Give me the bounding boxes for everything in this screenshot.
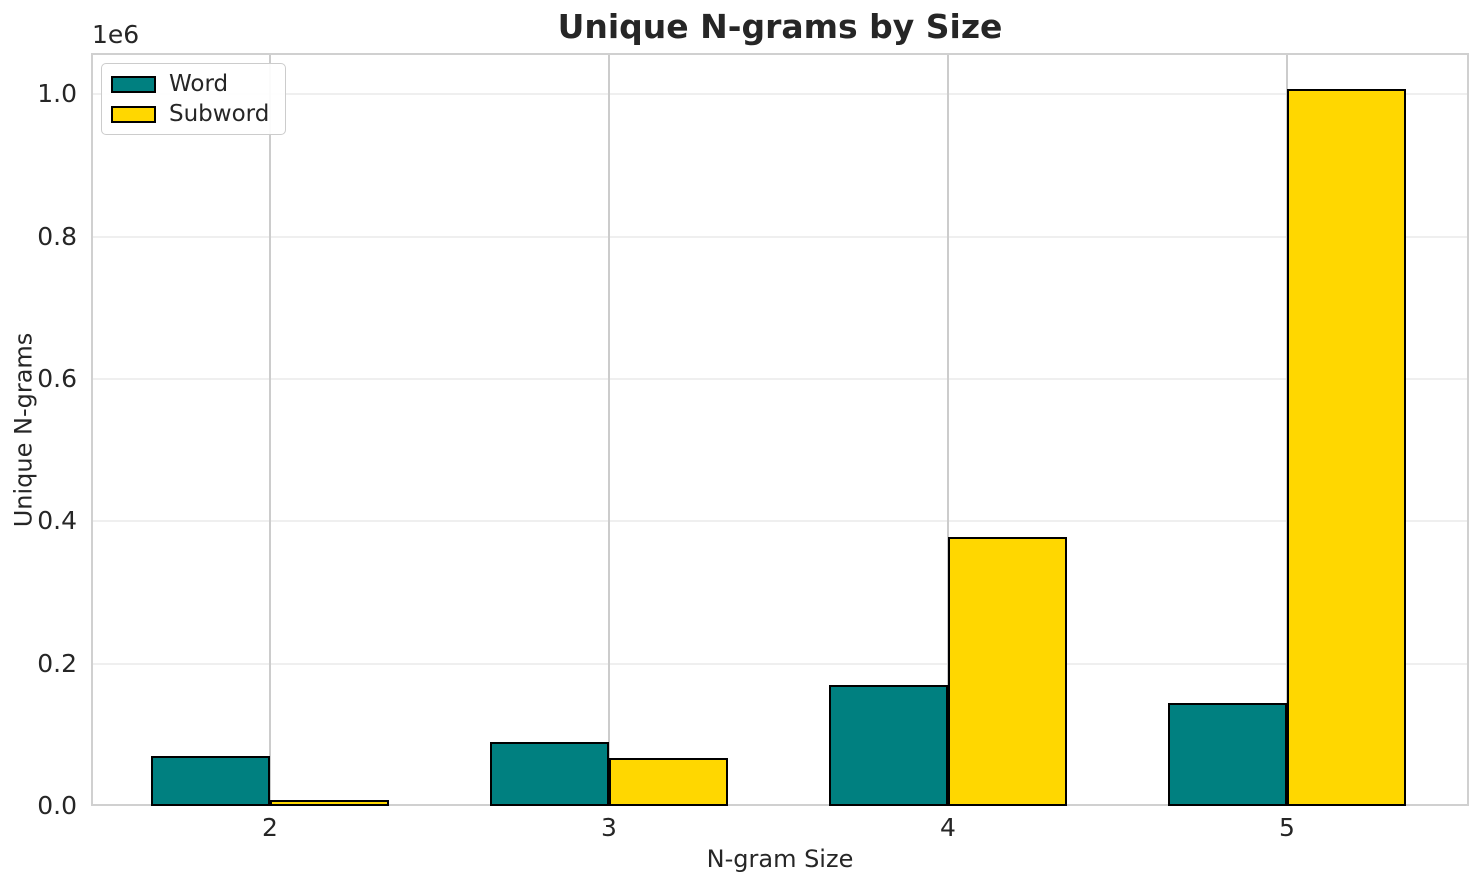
bar-subword-ngram-5	[1287, 89, 1406, 806]
gridline-vertical	[947, 53, 949, 806]
gridline-vertical	[269, 53, 271, 806]
bar-subword-ngram-2	[270, 800, 389, 806]
bar-word-ngram-4	[829, 685, 948, 806]
chart-title: Unique N-grams by Size	[557, 7, 1003, 46]
legend: Word Subword	[101, 63, 287, 135]
bar-word-ngram-3	[490, 742, 609, 806]
legend-label-word: Word	[169, 71, 229, 97]
bar-word-ngram-2	[151, 756, 270, 806]
y-tick-label: 1.0	[37, 79, 77, 109]
bar-word-ngram-5	[1168, 703, 1287, 806]
gridline-horizontal	[91, 93, 1469, 96]
word-series-swatch	[111, 75, 156, 93]
y-axis-offset-text: 1e6	[92, 20, 140, 49]
y-tick-label: 0.0	[37, 791, 77, 820]
gridline-vertical	[608, 53, 610, 806]
gridline-horizontal	[91, 520, 1469, 523]
y-tick-label: 0.6	[37, 363, 77, 393]
subword-series-swatch	[111, 105, 156, 123]
gridline-horizontal	[91, 235, 1469, 238]
legend-label-subword: Subword	[169, 101, 270, 127]
bar-subword-ngram-4	[948, 537, 1067, 806]
gridline-horizontal	[91, 662, 1469, 665]
plot-border	[91, 53, 1469, 806]
x-tick-label: 4	[940, 813, 956, 842]
y-tick-label: 0.8	[37, 221, 77, 251]
x-tick-label: 5	[1279, 813, 1295, 842]
y-tick-label: 0.4	[37, 506, 77, 536]
y-axis-label-container: Unique N-grams	[2, 53, 44, 806]
x-tick-label: 3	[601, 813, 617, 842]
y-axis-label: Unique N-grams	[9, 332, 37, 527]
y-tick-label: 0.2	[37, 648, 77, 678]
x-tick-label: 2	[262, 813, 278, 842]
plot-area: Word Subword	[91, 53, 1469, 806]
legend-item-subword: Subword	[111, 100, 269, 128]
bar-subword-ngram-3	[609, 758, 728, 806]
legend-item-word: Word	[111, 70, 269, 98]
x-axis-label: N-gram Size	[706, 845, 854, 873]
gridline-horizontal	[91, 377, 1469, 380]
